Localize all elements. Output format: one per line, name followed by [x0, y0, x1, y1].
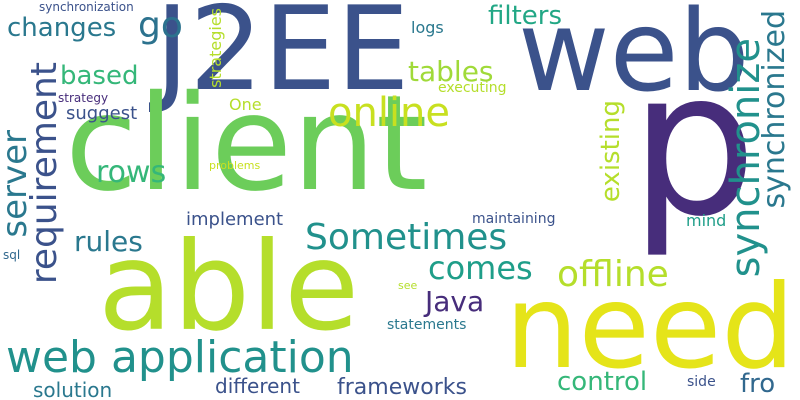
- word-side: side: [687, 374, 716, 390]
- word-offline: offline: [557, 254, 669, 295]
- word-implement: implement: [186, 209, 284, 230]
- word-executing: executing: [438, 80, 507, 96]
- word-rows: rows: [96, 155, 167, 190]
- word-j2ee: J2EE: [155, 0, 410, 117]
- word-existing: existing: [596, 100, 626, 203]
- word-rules: rules: [74, 225, 143, 258]
- word-frameworks: frameworks: [337, 375, 467, 400]
- word-strategy: strategy: [58, 91, 109, 105]
- word-server: server: [0, 130, 35, 238]
- word-control: control: [557, 367, 648, 397]
- word-web-application: web application: [6, 332, 354, 383]
- word-see: see: [398, 279, 418, 292]
- word-online: online: [328, 90, 451, 136]
- word-sql: sql: [3, 248, 21, 262]
- word-synchronized: synchronized: [757, 10, 792, 209]
- word-need: need: [505, 260, 795, 395]
- word-strategies: strategies: [206, 8, 225, 88]
- word-suggest: suggest: [66, 103, 138, 124]
- word-maintaining: maintaining: [472, 211, 556, 227]
- word-synchronization: synchronization: [39, 0, 134, 14]
- word-mind: mind: [686, 211, 727, 230]
- word-statements: statements: [387, 317, 467, 333]
- word-p: p: [630, 28, 757, 261]
- word-sometimes: Sometimes: [305, 217, 508, 258]
- word-fro: fro: [740, 369, 776, 399]
- word-different: different: [215, 374, 300, 398]
- word-tables: tables: [408, 55, 494, 88]
- word-one: One: [229, 95, 262, 114]
- word-go: go: [138, 5, 183, 46]
- word-client: client: [65, 67, 428, 221]
- word-able: able: [98, 216, 360, 358]
- word-solution: solution: [33, 378, 113, 400]
- word-java: Java: [425, 285, 485, 318]
- word-comes: comes: [428, 249, 533, 287]
- word-based: based: [60, 61, 139, 91]
- word-changes: changes: [7, 13, 117, 43]
- word-problems: problems: [209, 159, 261, 172]
- word-web: web: [518, 0, 750, 117]
- word-filters: filters: [488, 1, 563, 31]
- word-logs: logs: [411, 18, 444, 37]
